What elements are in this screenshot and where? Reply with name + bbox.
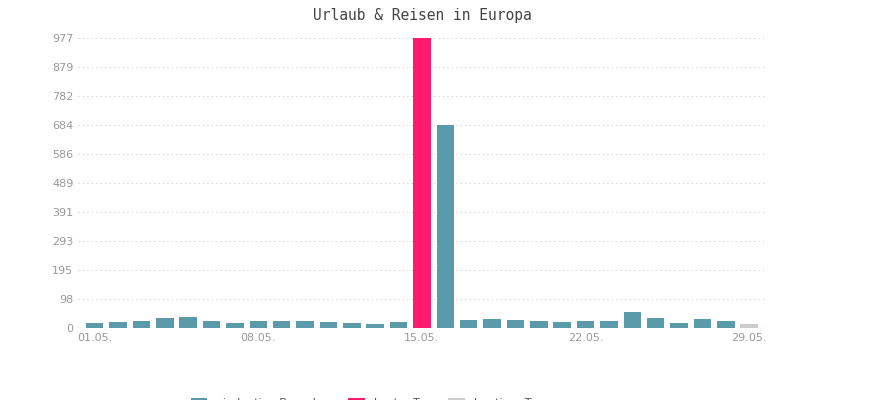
Bar — [132, 320, 150, 328]
Title: Urlaub & Reisen in Europa: Urlaub & Reisen in Europa — [312, 8, 531, 23]
Bar — [600, 320, 617, 328]
Bar — [647, 318, 664, 328]
Bar — [389, 322, 407, 328]
Bar — [436, 125, 454, 328]
Bar — [249, 322, 267, 328]
Bar — [109, 322, 127, 328]
Bar — [179, 317, 196, 328]
Bar — [553, 322, 570, 328]
Bar — [342, 323, 360, 328]
Bar — [740, 324, 757, 328]
Bar — [670, 323, 687, 328]
Bar — [366, 324, 383, 328]
Bar — [460, 320, 477, 328]
Legend: eindeutige Besucher, bester Tag, heutiger Tag: eindeutige Besucher, bester Tag, heutige… — [186, 393, 547, 400]
Bar — [226, 323, 243, 328]
Bar — [529, 320, 547, 328]
Bar — [576, 322, 594, 328]
Bar — [716, 322, 733, 328]
Bar — [202, 322, 220, 328]
Bar — [483, 319, 501, 328]
Bar — [156, 318, 173, 328]
Bar — [296, 322, 314, 328]
Bar — [319, 322, 337, 328]
Bar — [623, 312, 640, 328]
Bar — [273, 320, 290, 328]
Bar — [693, 319, 711, 328]
Bar — [86, 323, 103, 328]
Bar — [413, 38, 430, 328]
Bar — [506, 320, 524, 328]
